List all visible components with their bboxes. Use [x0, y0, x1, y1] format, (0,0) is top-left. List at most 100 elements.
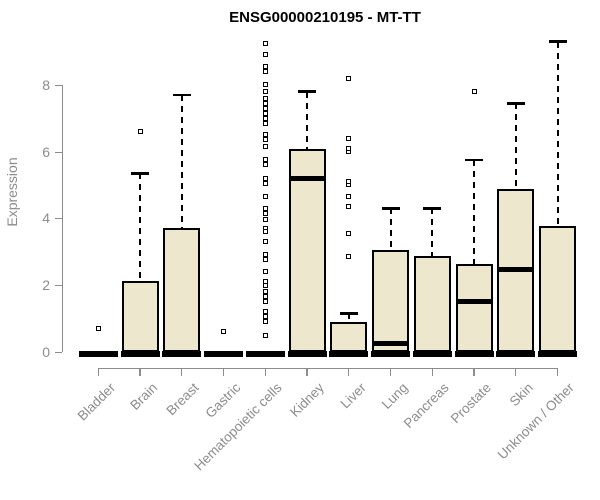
zero-bar-bladder: [78, 350, 118, 357]
x-tick: [473, 368, 475, 376]
whisker-cap-liver: [339, 312, 358, 315]
outlier-hematopoietic-cells: [262, 137, 268, 143]
outlier-hematopoietic-cells: [262, 115, 268, 121]
x-tick: [306, 368, 308, 376]
x-tick-label: Brain: [126, 380, 160, 413]
outlier-bladder: [95, 325, 101, 331]
outlier-hematopoietic-cells: [262, 82, 268, 88]
outlier-hematopoietic-cells: [262, 144, 268, 150]
whisker-kidney: [306, 91, 309, 149]
y-tick: [54, 84, 62, 87]
x-tick: [556, 368, 559, 376]
outlier-hematopoietic-cells: [262, 157, 268, 163]
outlier-hematopoietic-cells: [262, 319, 268, 325]
outlier-hematopoietic-cells: [262, 132, 268, 138]
x-tick: [515, 368, 517, 376]
x-tick-label: Prostate: [447, 380, 494, 427]
whisker-cap-breast: [172, 93, 191, 97]
median-skin: [498, 267, 533, 273]
y-tick: [54, 351, 62, 353]
zero-bar-prostate: [454, 350, 494, 357]
box-pancreas: [413, 255, 451, 352]
outlier-liver: [346, 230, 352, 236]
zero-bar-kidney: [287, 350, 327, 357]
outlier-hematopoietic-cells: [262, 217, 268, 223]
zero-bar-liver: [329, 350, 369, 357]
whisker-skin: [514, 103, 517, 190]
outlier-hematopoietic-cells: [262, 257, 268, 263]
outlier-hematopoietic-cells: [262, 299, 268, 305]
x-tick-label: Gastric: [202, 380, 244, 421]
outlier-hematopoietic-cells: [262, 175, 268, 181]
outlier-liver: [346, 145, 352, 151]
outlier-hematopoietic-cells: [262, 194, 268, 200]
zero-bar-skin: [496, 350, 536, 357]
whisker-liver: [347, 313, 350, 322]
whisker-lung: [389, 208, 392, 250]
outlier-hematopoietic-cells: [262, 314, 268, 320]
y-tick-label: 8: [42, 76, 50, 93]
whisker-cap-skin: [506, 102, 525, 105]
whisker-cap-kidney: [298, 90, 317, 93]
outlier-hematopoietic-cells: [262, 229, 268, 235]
x-tick: [389, 368, 392, 376]
outlier-hematopoietic-cells: [262, 162, 268, 168]
whisker-cap-unknown-other: [548, 40, 567, 43]
outlier-hematopoietic-cells: [262, 294, 268, 300]
y-tick: [54, 285, 62, 287]
outlier-hematopoietic-cells: [262, 205, 268, 211]
zero-bar-brain: [120, 350, 160, 357]
outlier-hematopoietic-cells: [262, 69, 268, 75]
outlier-hematopoietic-cells: [262, 64, 268, 70]
x-tick: [222, 368, 225, 376]
outlier-hematopoietic-cells: [262, 180, 268, 186]
outlier-liver: [346, 135, 352, 141]
box-lung: [372, 249, 410, 352]
outlier-hematopoietic-cells: [262, 52, 268, 58]
whisker-cap-prostate: [465, 158, 484, 162]
zero-bar-unknown-other: [538, 350, 578, 357]
zero-bar-lung: [371, 350, 411, 357]
box-prostate: [455, 264, 493, 352]
x-tick-label: Skin: [506, 380, 536, 410]
chart-title: ENSG00000210195 - MT-TT: [229, 9, 421, 26]
outlier-hematopoietic-cells: [262, 289, 268, 295]
zero-bar-breast: [162, 350, 202, 357]
outlier-hematopoietic-cells: [262, 110, 268, 116]
outlier-prostate: [471, 89, 477, 95]
whisker-cap-brain: [131, 172, 150, 175]
whisker-brain: [139, 173, 142, 281]
whisker-pancreas: [431, 208, 434, 256]
outlier-liver: [346, 75, 352, 81]
y-axis-label: Expression: [4, 157, 20, 227]
outlier-hematopoietic-cells: [262, 210, 268, 216]
outlier-hematopoietic-cells: [262, 239, 268, 245]
zero-bar-gastric: [204, 350, 244, 357]
y-tick-label: 0: [42, 343, 50, 360]
outlier-liver: [346, 254, 352, 260]
box-brain: [121, 280, 159, 352]
x-tick-label: Bladder: [74, 380, 118, 424]
outlier-hematopoietic-cells: [262, 282, 268, 288]
box-liver: [330, 321, 368, 352]
outlier-hematopoietic-cells: [262, 309, 268, 315]
outlier-hematopoietic-cells: [262, 252, 268, 258]
median-prostate: [457, 299, 492, 305]
median-lung: [373, 340, 408, 346]
outlier-gastric: [221, 328, 227, 334]
outlier-hematopoietic-cells: [262, 332, 268, 338]
x-tick-label: Kidney: [286, 380, 327, 420]
outlier-hematopoietic-cells: [262, 95, 268, 101]
outlier-hematopoietic-cells: [262, 40, 268, 46]
box-unknown-other: [539, 225, 577, 352]
x-tick: [97, 368, 99, 376]
x-axis-line: [97, 368, 559, 370]
outlier-liver: [346, 194, 352, 200]
whisker-breast: [180, 94, 183, 228]
outlier-brain: [137, 129, 143, 135]
zero-bar-hematopoietic-cells: [245, 350, 285, 357]
box-breast: [163, 227, 201, 352]
y-tick-label: 2: [42, 277, 50, 293]
outlier-hematopoietic-cells: [262, 100, 268, 106]
